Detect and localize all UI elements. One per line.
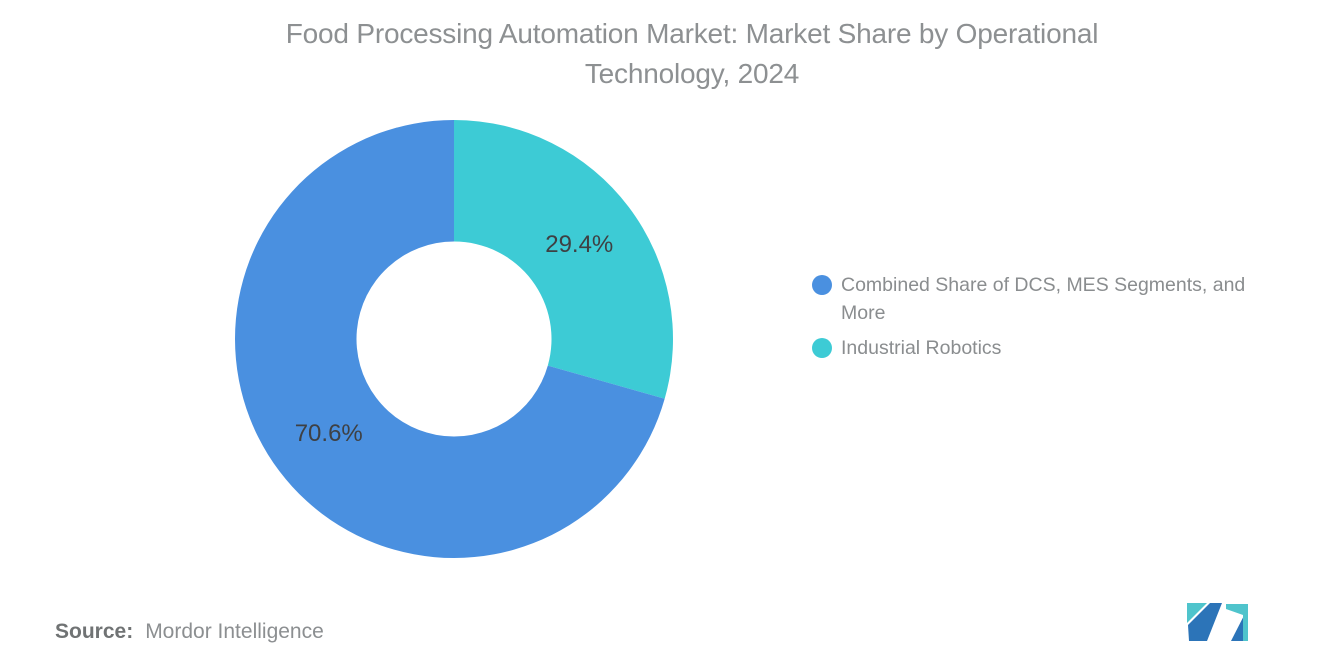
legend-item[interactable]: Industrial Robotics bbox=[812, 334, 1245, 362]
legend-marker-icon bbox=[812, 338, 832, 358]
logo-blue-stroke bbox=[1188, 603, 1222, 641]
legend-label: Industrial Robotics bbox=[841, 337, 1002, 359]
donut-slice-1[interactable] bbox=[454, 120, 673, 399]
chart-title-line1: Food Processing Automation Market: Marke… bbox=[285, 18, 1099, 49]
logo-teal-bar bbox=[1226, 604, 1248, 641]
source-value: Mordor Intelligence bbox=[145, 620, 324, 643]
logo-teal-triangle bbox=[1187, 603, 1207, 623]
legend-marker-icon bbox=[812, 275, 832, 295]
legend-item[interactable]: Combined Share of DCS, MES Segments, and… bbox=[812, 271, 1245, 327]
slice-value-label: 70.6% bbox=[295, 420, 363, 447]
donut-slice-0[interactable] bbox=[234, 120, 665, 558]
logo-blue-triangle bbox=[1231, 617, 1243, 641]
legend-label: Combined Share of DCS, MES Segments, and… bbox=[841, 274, 1246, 324]
source-note: Source: Mordor Intelligence bbox=[55, 620, 324, 644]
chart-title: Food Processing Automation Market: Marke… bbox=[64, 14, 1320, 94]
slice-value-label: 29.4% bbox=[545, 231, 613, 258]
mordor-intelligence-logo bbox=[1187, 603, 1248, 641]
donut-chart: 29.4% 70.6% bbox=[234, 120, 673, 558]
source-label: Source: bbox=[55, 620, 134, 643]
chart-legend: Combined Share of DCS, MES Segments, and… bbox=[812, 271, 1245, 369]
chart-title-line2: Technology, 2024 bbox=[584, 58, 800, 89]
